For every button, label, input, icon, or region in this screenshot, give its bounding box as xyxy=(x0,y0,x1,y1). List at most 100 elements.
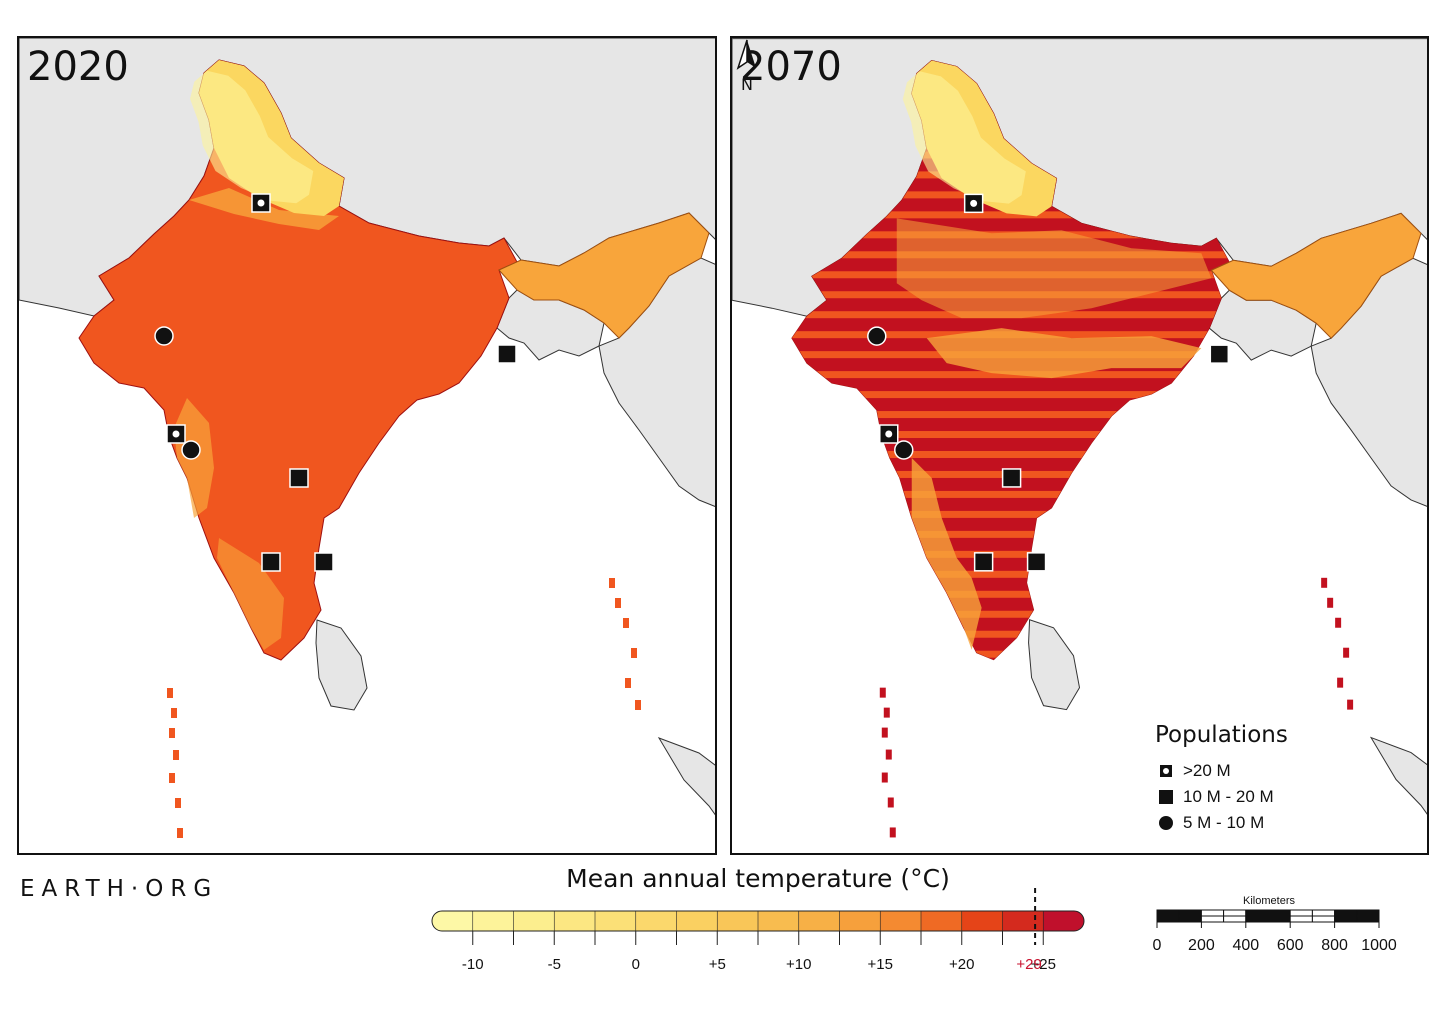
city-marker-10-20m xyxy=(314,552,334,572)
scale-segment xyxy=(1289,909,1313,917)
city-marker-5-10m xyxy=(867,326,887,346)
island xyxy=(1343,647,1350,658)
island xyxy=(1321,577,1328,588)
populations-legend: Populations >20 M 10 M - 20 M 5 M - 10 M xyxy=(1155,722,1288,836)
colorbar-tick-label: +5 xyxy=(709,956,726,973)
year-label-2020: 2020 xyxy=(27,44,129,90)
legend-item-gt20m: >20 M xyxy=(1155,758,1288,784)
map-panel-2020: 2020 xyxy=(17,36,717,855)
threshold-label: +29 xyxy=(1016,956,1041,973)
city-marker-dot xyxy=(257,199,265,207)
warm-zone xyxy=(896,218,1212,319)
india-map-2020 xyxy=(19,38,715,853)
legend-label: 5 M - 10 M xyxy=(1183,813,1265,832)
colorbar-swatch xyxy=(513,911,556,931)
square-dot-icon xyxy=(1155,764,1177,778)
colorbar-tick-label: +15 xyxy=(868,956,893,973)
island xyxy=(167,688,173,698)
island xyxy=(615,598,621,608)
island xyxy=(625,678,631,688)
scale-segment xyxy=(1267,915,1291,923)
scale-bar-title: Kilometers xyxy=(1243,895,1295,907)
island xyxy=(623,618,629,628)
scale-segment xyxy=(1178,915,1202,923)
circle-icon xyxy=(1155,815,1177,831)
colorbar-swatch xyxy=(716,911,759,931)
colorbar-swatch xyxy=(1002,911,1045,931)
city-marker-5-10m xyxy=(181,440,201,460)
sumatra xyxy=(1369,736,1427,815)
island xyxy=(175,798,181,808)
colorbar-swatch xyxy=(594,911,637,931)
island xyxy=(635,700,641,710)
scale-tick-label: 0 xyxy=(1153,937,1162,954)
city-marker-dot xyxy=(172,430,180,438)
city-marker-10-20m xyxy=(1001,468,1022,488)
northeast-india xyxy=(498,212,710,339)
city-marker-dot xyxy=(885,430,893,438)
temperature-colorbar: -10 -5 0 +5 +10 +15 +20 +25+29 xyxy=(431,888,1085,973)
island xyxy=(1327,597,1334,608)
india-map-2070 xyxy=(732,38,1427,853)
scale-segment xyxy=(1200,909,1225,917)
map-panel-2070: 2070 N xyxy=(730,36,1429,855)
scale-tick-label: 600 xyxy=(1277,937,1304,954)
scale-tick-label: 200 xyxy=(1188,937,1215,954)
colorbar-tick-label: +10 xyxy=(786,956,811,973)
legend-label: 10 M - 20 M xyxy=(1183,787,1274,806)
scale-segment xyxy=(1311,909,1336,917)
legend-label: >20 M xyxy=(1183,761,1231,780)
city-marker-dot xyxy=(970,199,978,207)
island xyxy=(1335,617,1342,628)
sumatra xyxy=(657,737,715,816)
colorbar-title: Mean annual temperature (°C) xyxy=(566,864,950,893)
south-plateau xyxy=(217,538,284,650)
scale-segment xyxy=(1156,909,1180,917)
island xyxy=(609,578,615,588)
colorbar-tick-label: 0 xyxy=(632,956,640,973)
city-marker-10-20m xyxy=(973,552,994,572)
island xyxy=(173,750,179,760)
island xyxy=(881,727,888,738)
island xyxy=(169,728,175,738)
city-marker-10-20m xyxy=(289,468,309,488)
legend-item-10-20m: 10 M - 20 M xyxy=(1155,784,1288,810)
north-arrow-icon: N xyxy=(736,39,756,94)
city-marker-10-20m xyxy=(1209,344,1230,364)
scale-segment xyxy=(1245,915,1269,923)
scale-tick-label: 1000 xyxy=(1361,937,1397,954)
scale-segment xyxy=(1356,909,1380,917)
scale-segment xyxy=(1156,915,1180,923)
colorbar-swatch xyxy=(553,911,596,931)
scale-tick-label: 800 xyxy=(1321,937,1348,954)
colorbar-swatch xyxy=(879,911,922,931)
colorbar-swatch xyxy=(676,911,719,931)
scale-segment xyxy=(1334,915,1358,923)
scale-segment xyxy=(1356,915,1380,923)
island xyxy=(879,687,886,698)
square-icon xyxy=(1155,789,1177,805)
island xyxy=(171,708,177,718)
colorbar-swatch xyxy=(839,911,882,931)
city-marker-5-10m xyxy=(894,440,914,460)
scale-segment xyxy=(1200,915,1225,923)
sri-lanka xyxy=(315,619,368,711)
scale-segment xyxy=(1267,909,1291,917)
city-marker-5-10m xyxy=(154,326,174,346)
central-warm-band xyxy=(926,328,1202,379)
island xyxy=(887,797,894,808)
colorbar-tick-label: +20 xyxy=(949,956,974,973)
india-landmass xyxy=(78,59,518,661)
island xyxy=(889,827,896,838)
colorbar-tick-label: -5 xyxy=(548,956,561,973)
colorbar-swatch xyxy=(920,911,963,931)
island xyxy=(631,648,637,658)
island xyxy=(881,772,888,783)
colorbar-swatch xyxy=(798,911,841,931)
northeast-india xyxy=(1210,212,1422,339)
scale-segment xyxy=(1245,909,1269,917)
scale-tick-label: 400 xyxy=(1232,937,1259,954)
populations-legend-title: Populations xyxy=(1155,722,1288,748)
colorbar-tick-label: +25 xyxy=(1031,956,1056,973)
island xyxy=(1347,699,1354,710)
